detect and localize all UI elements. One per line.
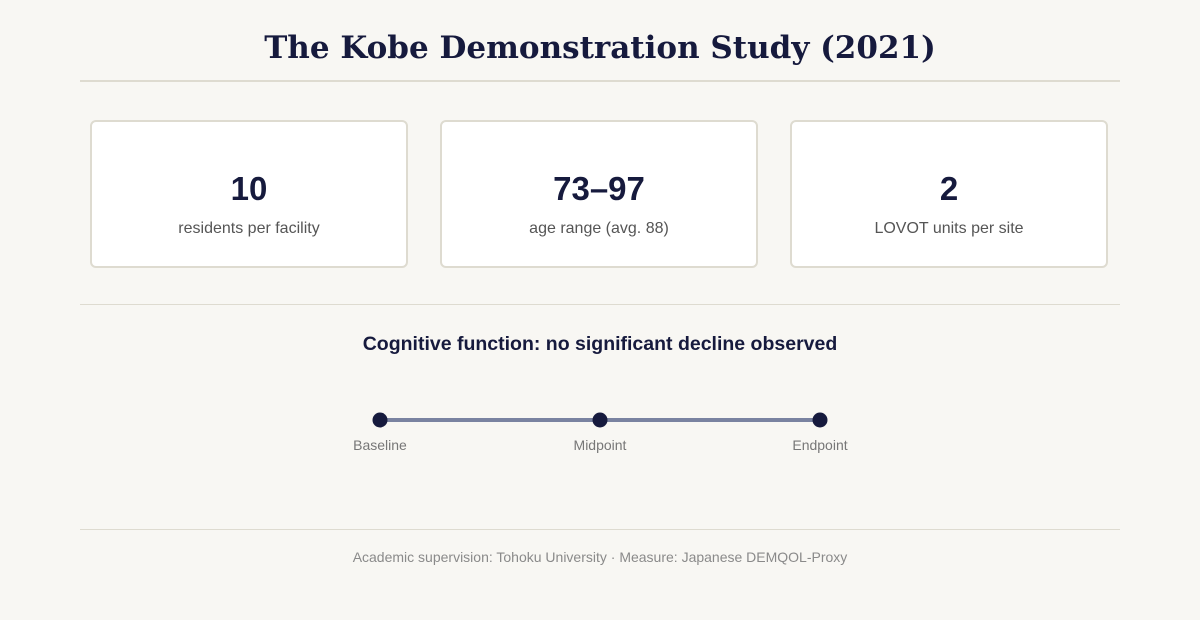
timeline-label-midpoint: Midpoint	[573, 437, 627, 453]
stat-label: age range (avg. 88)	[529, 220, 669, 237]
stat-label: residents per facility	[178, 220, 320, 237]
cognitive-heading: Cognitive function: no significant decli…	[362, 333, 838, 355]
stat-value: 2	[939, 170, 959, 207]
stat-value: 73–97	[553, 170, 645, 207]
section-divider	[80, 304, 1120, 305]
cognitive-timeline: Baseline Midpoint Endpoint	[0, 400, 1200, 460]
stat-card-age-range: 73–97 age range (avg. 88)	[440, 120, 758, 268]
stat-value: 10	[230, 170, 268, 207]
timeline-label-endpoint: Endpoint	[792, 437, 848, 453]
title-divider	[80, 80, 1120, 82]
timeline-dot-baseline	[372, 412, 388, 428]
stat-label: LOVOT units per site	[874, 220, 1024, 237]
timeline-dot-endpoint	[812, 412, 828, 428]
footer-divider	[80, 529, 1120, 530]
stat-card-lovot-units: 2 LOVOT units per site	[790, 120, 1108, 268]
stat-card-residents: 10 residents per facility	[90, 120, 408, 268]
timeline-graphic	[372, 412, 828, 428]
footer-note: Academic supervision: Tohoku University …	[352, 549, 848, 565]
page-title: The Kobe Demonstration Study (2021)	[264, 30, 936, 66]
stat-cards: 10 residents per facility 73–97 age rang…	[90, 120, 1110, 270]
timeline-dot-midpoint	[592, 412, 608, 428]
timeline-label-baseline: Baseline	[353, 437, 407, 453]
